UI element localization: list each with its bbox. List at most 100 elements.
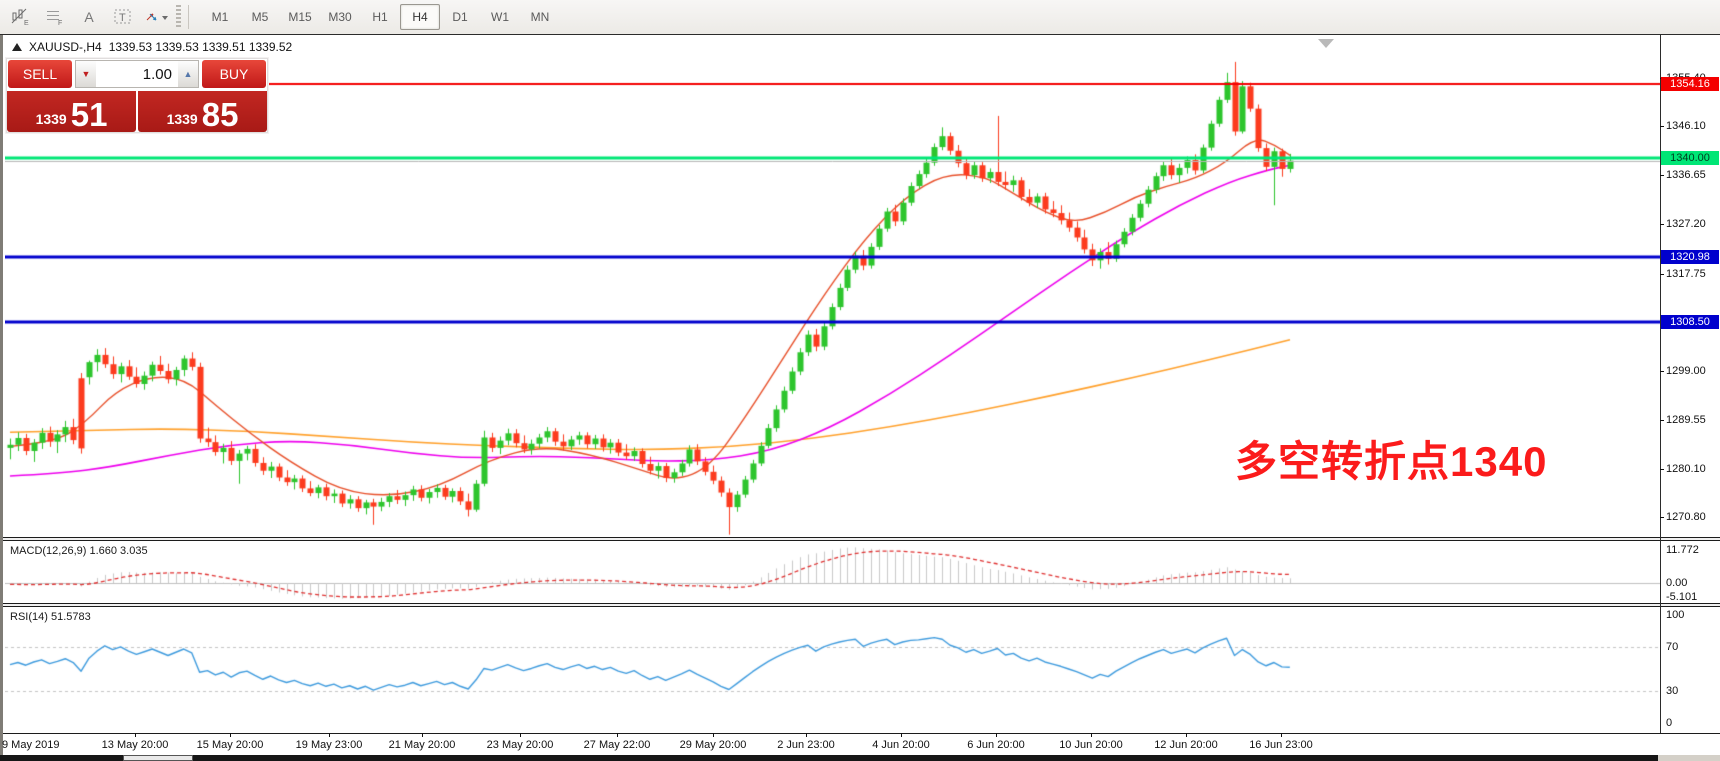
price-axis-tick: 1270.80	[1666, 511, 1706, 524]
timeframe-button-m30[interactable]: M30	[328, 10, 352, 24]
bid-quote[interactable]: 1339 51	[7, 91, 136, 132]
price-axis-tick: 1289.55	[1666, 414, 1706, 427]
timeframe-button-m5[interactable]: M5	[251, 10, 269, 24]
time-tick-mark	[713, 733, 714, 737]
indicator-axis-tick: 11.772	[1666, 544, 1699, 556]
time-axis-label: 15 May 20:00	[196, 739, 264, 751]
text-box-icon[interactable]: T	[108, 3, 138, 31]
trade-panel-toggle-arrow[interactable]	[12, 43, 22, 51]
scroll-to-end-marker-icon[interactable]	[1318, 39, 1334, 48]
time-tick-mark	[135, 733, 136, 737]
level-price-label: 1320.98	[1661, 249, 1719, 264]
bottom-edge-highlight	[123, 755, 193, 761]
buy-button[interactable]: BUY	[202, 60, 266, 88]
grid-icon[interactable]: F	[40, 3, 70, 31]
time-axis-label: 23 May 20:00	[486, 739, 554, 751]
axis-tick-mark	[1660, 517, 1664, 518]
indicator-axis-tick: 100	[1666, 609, 1685, 621]
time-axis-label: 19 May 23:00	[295, 739, 363, 751]
rsi-indicator-label: RSI(14) 51.5783	[10, 611, 91, 623]
time-tick-mark	[422, 733, 423, 737]
time-axis-label: 29 May 20:00	[679, 739, 747, 751]
time-tick-mark	[806, 733, 807, 737]
axis-tick-mark	[1660, 420, 1664, 421]
time-axis-label: 9 May 2019	[2, 739, 60, 751]
time-axis-label: 2 Jun 23:00	[777, 739, 835, 751]
time-axis-label: 16 Jun 23:00	[1249, 739, 1313, 751]
volume-spinner: ▼ ▲	[75, 60, 199, 88]
timeframe-button-m15[interactable]: M15	[288, 10, 312, 24]
one-click-trading-panel: SELL ▼ ▲ BUY 1339 51 1339 85	[6, 58, 268, 133]
time-tick-mark	[1091, 733, 1092, 737]
indicator-axis-tick: 0.00	[1666, 577, 1688, 589]
chart-annotation-text: 多空转折点1340	[1235, 438, 1548, 485]
time-tick-mark	[901, 733, 902, 737]
time-axis-label: 12 Jun 20:00	[1154, 739, 1218, 751]
ask-price-small: 1339	[166, 111, 198, 127]
window-left-edge	[0, 35, 3, 755]
panel-separator-macd[interactable]	[3, 537, 1720, 541]
timeframe-button-h1[interactable]: H1	[372, 10, 388, 24]
bottom-edge-segment	[0, 755, 123, 761]
toolbar: E F A T M1 M5 M15 M30 H1 H4 D1 W1 MN	[0, 0, 1720, 35]
macd-indicator-label: MACD(12,26,9) 1.660 3.035	[10, 545, 148, 557]
indicator-axis-tick: 30	[1666, 685, 1679, 697]
indicators-icon[interactable]: E	[6, 3, 36, 31]
svg-text:T: T	[119, 12, 126, 24]
toolbar-grip[interactable]	[176, 5, 181, 29]
axis-tick-mark	[1660, 371, 1664, 372]
bottom-window-edge	[0, 755, 1720, 761]
time-axis-label: 21 May 20:00	[388, 739, 456, 751]
time-axis-label: 4 Jun 20:00	[872, 739, 930, 751]
arrows-dropdown-icon[interactable]	[142, 3, 172, 31]
volume-increase-button[interactable]: ▲	[178, 61, 198, 87]
price-axis-tick: 1280.10	[1666, 463, 1706, 476]
indicator-axis-tick: -5.101	[1666, 591, 1698, 603]
price-axis-line	[1660, 35, 1661, 733]
rsi-chart-canvas[interactable]	[5, 607, 1660, 733]
timeframe-button-h4[interactable]: H4	[400, 4, 440, 30]
price-axis-tick: 1346.10	[1666, 120, 1706, 133]
time-tick-mark	[230, 733, 231, 737]
axis-tick-mark	[1660, 126, 1664, 127]
panel-separator-bottom	[3, 733, 1720, 734]
toolbar-icon-group: E F A T	[0, 3, 172, 31]
timeframe-button-d1[interactable]: D1	[452, 10, 468, 24]
time-tick-mark	[329, 733, 330, 737]
price-axis-tick: 1299.00	[1666, 364, 1706, 377]
symbol-timeframe: XAUUSD-,H4	[29, 40, 102, 54]
bottom-edge-segment	[193, 755, 1658, 761]
text-label-icon[interactable]: A	[84, 9, 94, 25]
macd-chart-canvas[interactable]	[5, 541, 1660, 603]
price-axis-tick: 1327.20	[1666, 218, 1706, 231]
chart-title: XAUUSD-,H4 1339.53 1339.53 1339.51 1339.…	[12, 40, 292, 54]
svg-text:E: E	[24, 20, 29, 26]
axis-tick-mark	[1660, 469, 1664, 470]
volume-input[interactable]	[96, 61, 178, 87]
time-tick-mark	[1281, 733, 1282, 737]
volume-decrease-button[interactable]: ▼	[76, 61, 96, 87]
ask-price-big: 85	[201, 95, 239, 133]
sell-button[interactable]: SELL	[8, 60, 72, 88]
axis-tick-mark	[1660, 175, 1664, 176]
indicator-axis-tick: 70	[1666, 641, 1679, 653]
ohlc-values: 1339.53 1339.53 1339.51 1339.52	[108, 40, 293, 54]
time-axis-label: 27 May 22:00	[583, 739, 651, 751]
svg-text:F: F	[58, 20, 62, 26]
bid-price-big: 51	[70, 95, 108, 133]
timeframe-button-m1[interactable]: M1	[211, 10, 229, 24]
time-tick-mark	[996, 733, 997, 737]
time-axis-label: 13 May 20:00	[101, 739, 169, 751]
time-tick-mark	[520, 733, 521, 737]
time-tick-mark	[1186, 733, 1187, 737]
time-axis-label: 6 Jun 20:00	[967, 739, 1025, 751]
timeframe-buttons: M1 M5 M15 M30 H1 H4 D1 W1 MN	[200, 4, 560, 30]
ask-quote[interactable]: 1339 85	[138, 91, 267, 132]
panel-separator-rsi[interactable]	[3, 603, 1720, 607]
bid-price-small: 1339	[35, 111, 67, 127]
indicator-axis-tick: 0	[1666, 717, 1673, 729]
timeframe-button-w1[interactable]: W1	[491, 10, 509, 24]
axis-tick-mark	[1660, 274, 1664, 275]
price-chart-canvas[interactable]	[5, 35, 1660, 537]
timeframe-button-mn[interactable]: MN	[530, 10, 550, 24]
